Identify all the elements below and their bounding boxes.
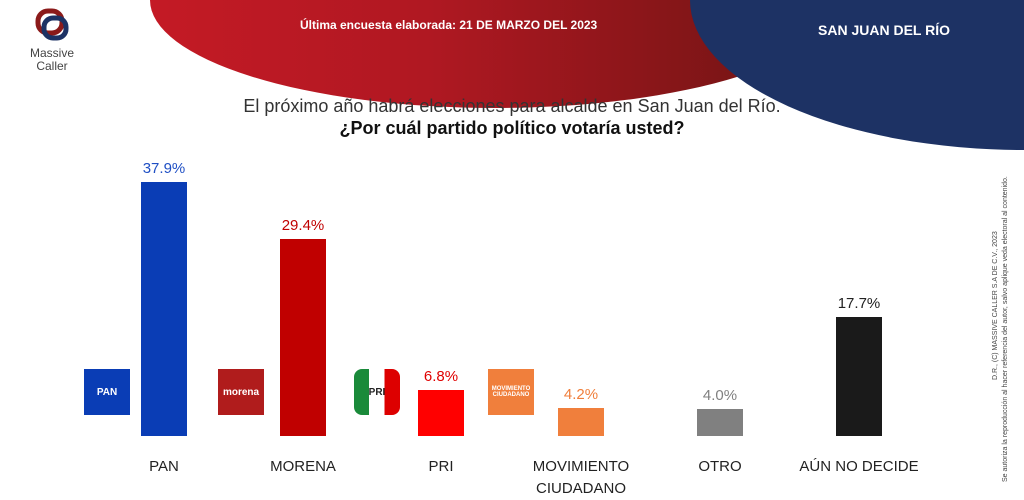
data-label: 4.0% — [702, 387, 738, 405]
category-label: MORENA — [270, 458, 336, 475]
bar-4 — [697, 409, 743, 436]
data-label: 29.4% — [281, 217, 325, 235]
survey-date: Última encuesta elaborada: 21 DE MARZO D… — [300, 18, 598, 32]
party-logo-icon: morena — [218, 369, 264, 415]
category-label: PAN — [149, 458, 179, 475]
legal-line1: D.R., (C) MASSIVE CALLER S.A DE C.V., 20… — [992, 231, 999, 380]
category-label: MOVIMIENTO CIUDADANO — [532, 458, 630, 497]
data-label: 37.9% — [142, 160, 186, 178]
data-label: 4.2% — [563, 385, 599, 403]
category-label: OTRO — [698, 458, 742, 475]
bar-3 — [558, 407, 604, 436]
bar-1 — [280, 239, 326, 436]
bar-0 — [141, 182, 187, 436]
legal-notice: D.R., (C) MASSIVE CALLER S.A DE C.V., 20… — [980, 110, 1020, 482]
data-label: 17.7% — [837, 295, 881, 313]
party-logo-icon: PAN — [84, 369, 130, 415]
data-label: 6.8% — [423, 368, 459, 386]
chart-title: El próximo año habrá elecciones para alc… — [243, 96, 781, 116]
location-label: SAN JUAN DEL RÍO — [818, 22, 950, 38]
chart-subtitle: ¿Por cuál partido político votaría usted… — [339, 118, 685, 138]
bar-2 — [418, 390, 464, 436]
brand-line1: Massive — [29, 46, 74, 60]
category-label: AÚN NO DECIDE — [799, 458, 919, 475]
party-logo-icon: MOVIMIENTO CIUDADANO — [488, 369, 534, 415]
logo-icon — [35, 8, 69, 41]
legal-line2: Se autoriza la reproducción al hacer ref… — [1002, 176, 1009, 482]
brand-line2: Caller — [36, 59, 68, 73]
party-logo-icon: PRI — [354, 369, 400, 415]
massive-caller-logo: Massive Caller — [22, 8, 82, 73]
category-label: PRI — [428, 458, 454, 475]
bar-5 — [836, 317, 882, 436]
